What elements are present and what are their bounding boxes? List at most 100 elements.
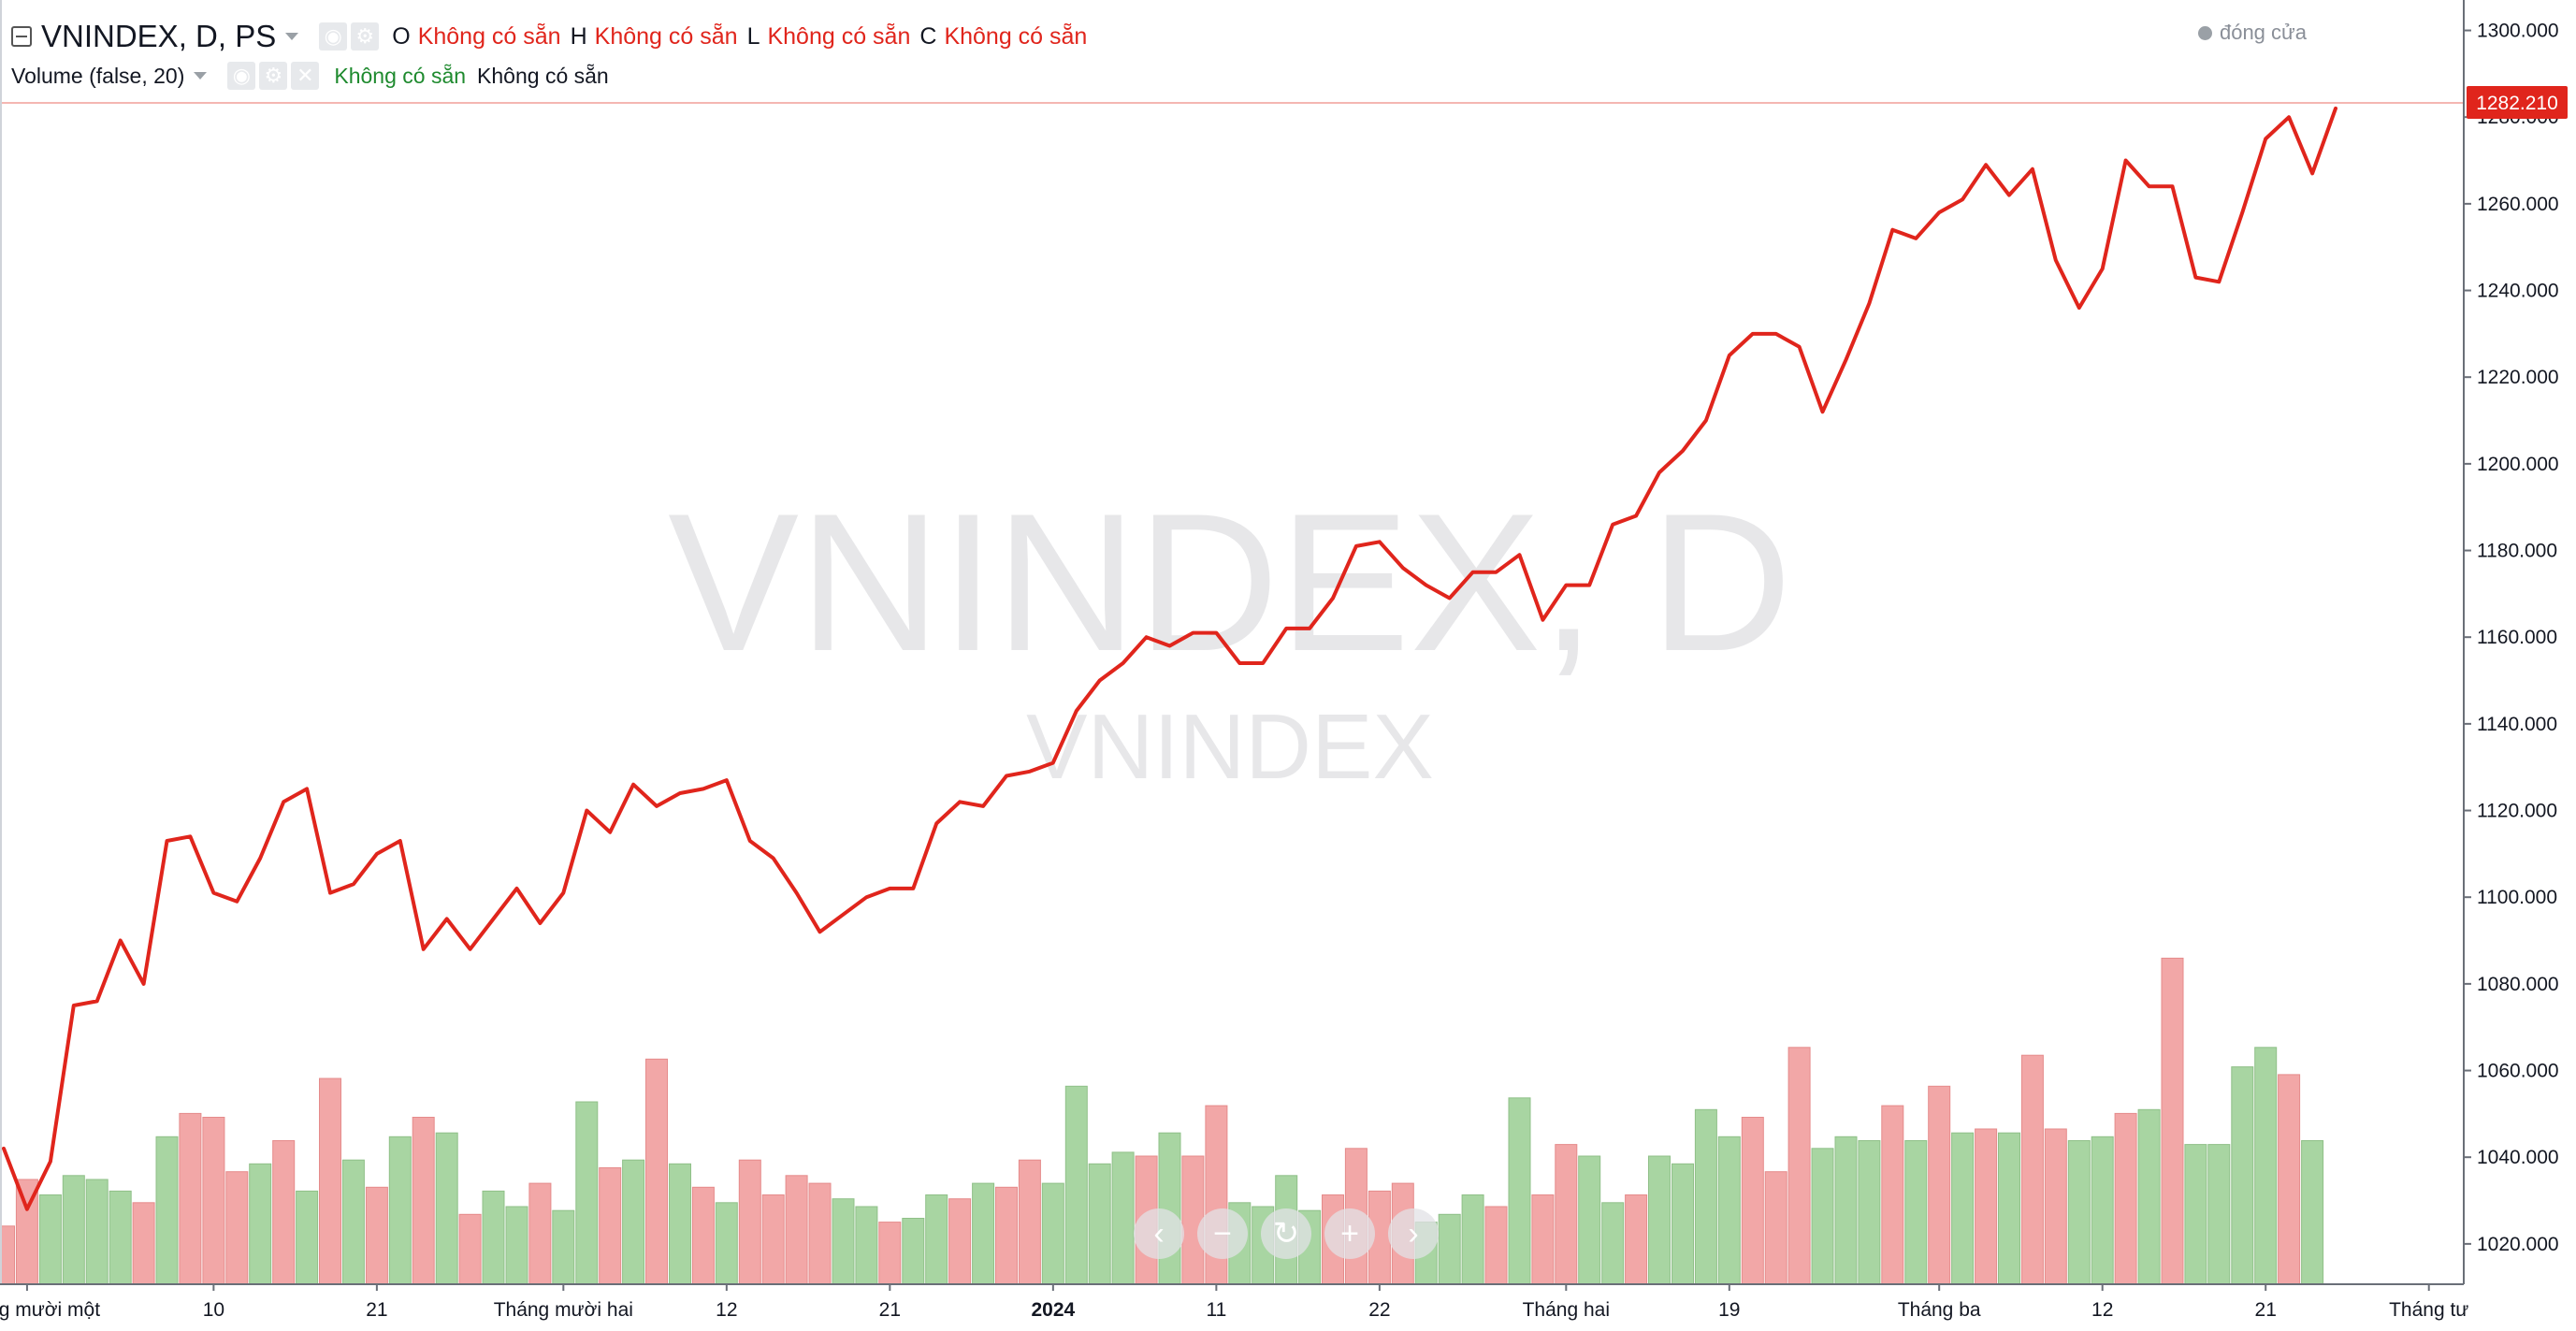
symbol-title[interactable]: VNINDEX, D, PS <box>41 19 277 53</box>
volume-bar <box>2020 1054 2044 1285</box>
price-point <box>1122 662 1124 664</box>
eye-icon[interactable]: ◉ <box>319 22 348 51</box>
volume-bar <box>388 1136 412 1285</box>
volume-bar <box>1928 1085 1951 1285</box>
price-point <box>282 801 284 803</box>
gear-icon[interactable]: ⚙ <box>259 62 288 90</box>
eye-icon[interactable]: ◉ <box>227 62 256 90</box>
price-point <box>143 983 145 985</box>
zoom-out-icon[interactable]: − <box>1197 1208 1248 1259</box>
price-point <box>2311 172 2313 174</box>
volume-bar <box>808 1182 832 1285</box>
volume-bar <box>1648 1155 1671 1285</box>
price-point <box>1379 541 1381 543</box>
price-point <box>1238 662 1240 664</box>
volume-bar <box>272 1140 296 1285</box>
volume-bar <box>225 1171 249 1285</box>
x-tick-label: Tháng tư <box>2389 1299 2468 1321</box>
volume-bar <box>948 1198 972 1285</box>
price-point <box>539 922 541 924</box>
price-point <box>1845 359 1846 361</box>
volume-bar <box>2091 1136 2114 1285</box>
volume-bar <box>878 1222 902 1285</box>
price-point <box>1355 545 1357 547</box>
price-point <box>2265 137 2266 139</box>
x-tick-label: 12 <box>716 1299 737 1321</box>
price-point <box>1985 164 1987 166</box>
price-point <box>679 792 681 794</box>
volume-bar <box>1088 1163 1111 1285</box>
volume-bar <box>505 1206 528 1285</box>
price-point <box>329 892 331 894</box>
main-legend: VNINDEX, D, PS ◉ ⚙ O Không có sẵn H Khôn… <box>11 13 1087 60</box>
close-icon[interactable]: ✕ <box>291 62 320 90</box>
price-point <box>1588 585 1590 586</box>
volume-bar <box>202 1117 225 1285</box>
chevron-right-icon[interactable]: › <box>1388 1208 1439 1259</box>
price-point <box>259 858 261 859</box>
volume-bar <box>2278 1074 2301 1285</box>
price-point <box>212 892 214 894</box>
price-point <box>982 805 984 807</box>
y-tick-label: 1180.000 <box>2477 541 2557 562</box>
price-point <box>1006 775 1007 776</box>
volume-bar <box>1555 1144 1578 1285</box>
collapse-icon[interactable] <box>11 26 32 47</box>
y-tick-label: 1120.000 <box>2477 801 2557 822</box>
volume-bar <box>458 1213 482 1285</box>
volume-bar <box>622 1159 645 1285</box>
price-point <box>749 840 751 842</box>
close-key: C <box>919 22 937 50</box>
reset-icon[interactable]: ↻ <box>1261 1208 1311 1259</box>
price-point <box>1169 645 1170 646</box>
price-point <box>2102 268 2104 269</box>
chevron-down-icon[interactable] <box>285 33 299 40</box>
price-point <box>2172 185 2173 187</box>
volume-bar <box>972 1182 995 1285</box>
volume-title[interactable]: Volume (false, 20) <box>11 63 185 88</box>
price-point <box>2078 307 2080 309</box>
zoom-in-icon[interactable]: + <box>1324 1208 1375 1259</box>
gear-icon[interactable]: ⚙ <box>351 22 380 51</box>
chevron-down-icon[interactable] <box>194 72 208 80</box>
high-key: H <box>570 22 587 50</box>
volume-bar <box>412 1117 435 1285</box>
volume-bar <box>2137 1108 2161 1285</box>
volume-bar <box>1764 1171 1787 1285</box>
price-point <box>2335 108 2337 109</box>
price-point <box>2194 277 2196 279</box>
x-tick-label: 21 <box>879 1299 901 1321</box>
volume-bar <box>528 1182 552 1285</box>
x-tick-label: 2024 <box>1031 1299 1075 1321</box>
current-price-tag: 1282.210 <box>2467 86 2568 119</box>
price-point <box>1285 628 1287 629</box>
price-point <box>1658 471 1660 473</box>
chevron-left-icon[interactable]: ‹ <box>1134 1208 1184 1259</box>
y-tick-label: 1220.000 <box>2477 367 2559 388</box>
price-point <box>1915 238 1917 239</box>
price-point <box>1402 567 1404 569</box>
price-point <box>1961 198 1963 200</box>
x-tick-label: 11 <box>1206 1299 1226 1321</box>
volume-bar <box>1672 1163 1694 1285</box>
watermark: VNINDEX, D VNINDEX <box>668 472 1792 798</box>
price-point <box>1425 585 1427 586</box>
volume-bar <box>1438 1213 1461 1285</box>
price-point <box>1449 598 1451 599</box>
volume-legend: Volume (false, 20) ◉ ⚙ ✕ Không có sẵn Kh… <box>11 58 609 94</box>
volume-bar <box>691 1186 715 1285</box>
volume-bar <box>669 1163 691 1285</box>
volume-bar <box>2231 1066 2254 1285</box>
price-point <box>1565 585 1567 586</box>
price-point <box>1332 598 1334 599</box>
volume-bar <box>2067 1140 2091 1285</box>
volume-bar <box>785 1175 808 1285</box>
price-point <box>26 1208 28 1210</box>
volume-bar <box>1951 1132 1975 1285</box>
price-point <box>1076 710 1078 712</box>
volume-bar <box>341 1159 365 1285</box>
open-key: O <box>392 22 411 50</box>
